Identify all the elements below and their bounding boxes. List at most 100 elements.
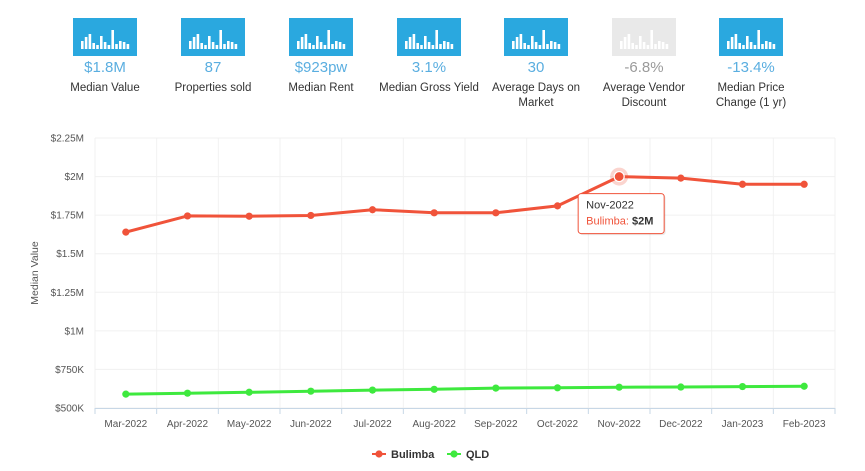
y-tick-label: $2M [65, 172, 84, 183]
legend: Bulimba QLD [372, 449, 489, 461]
data-point-bulimba[interactable] [492, 209, 500, 217]
y-tick-label: $1M [65, 326, 84, 337]
icon-bar [107, 45, 111, 49]
icon-bar [416, 43, 419, 49]
stat-median-rent[interactable]: $923pw Median Rent [266, 18, 376, 96]
icon-bar [623, 37, 627, 49]
icon-bar [523, 43, 526, 49]
icon-bar [424, 36, 427, 49]
vertical-gridlines [94, 138, 836, 408]
stat-value: $923pw [294, 59, 348, 76]
y-tick-label: $750K [55, 365, 84, 376]
y-tick-label: $1.5M [56, 249, 84, 260]
icon-bar [734, 34, 738, 49]
icon-bar [439, 44, 442, 49]
icon-bar [431, 45, 435, 49]
stat-median-gross-yield[interactable]: 3.1% Median Gross Yield [374, 18, 484, 96]
stat-median-value[interactable]: $1.8M Median Value [50, 18, 160, 96]
stat-label: Average Vendor Discount [602, 82, 686, 109]
data-point-qld[interactable] [800, 382, 808, 390]
icon-bar [665, 44, 669, 49]
icon-bar [408, 37, 412, 49]
stat-properties-sold[interactable]: 87 Properties sold [158, 18, 268, 96]
legend-marker [375, 450, 383, 458]
x-axis-tick-labels: Mar-2022 Apr-2022 May-2022 Jun-2022 Jul-2022… [104, 419, 826, 430]
horizontal-gridlines [95, 137, 835, 409]
data-point-bulimba[interactable] [245, 212, 253, 220]
icon-bar [450, 44, 454, 49]
stat-value: $1.8M [84, 59, 126, 76]
icon-background [73, 18, 137, 56]
series-line-bulimba [124, 175, 806, 234]
data-point-qld[interactable] [122, 390, 130, 398]
data-point-qld[interactable] [738, 382, 747, 391]
tooltip-series-line: Bulimba: $2M [586, 216, 653, 228]
icon-bar [654, 44, 657, 49]
icon-bar [646, 45, 650, 49]
bar-chart-icon [289, 18, 353, 56]
icon-bar [119, 41, 122, 49]
data-point-bulimba[interactable] [677, 174, 685, 182]
data-point-qld[interactable] [307, 387, 315, 395]
icon-bar [753, 45, 757, 49]
data-point-qld[interactable] [183, 389, 192, 397]
icon-bar [550, 41, 553, 49]
icon-bar [100, 36, 103, 49]
icon-bar [312, 45, 315, 49]
icon-bar [515, 37, 519, 49]
bar-chart-icon [612, 18, 676, 56]
icon-bar [335, 41, 338, 49]
data-point-qld[interactable] [553, 384, 562, 392]
data-point-bulimba[interactable] [553, 202, 562, 210]
data-point-qld[interactable] [677, 383, 685, 391]
icon-bar [772, 44, 776, 49]
tooltip: Nov-2022 Bulimba: $2M [577, 193, 666, 236]
stat-value: 3.1% [411, 59, 447, 76]
icon-bar [297, 41, 300, 49]
data-point-bulimba[interactable] [183, 212, 192, 220]
legend-label: QLD [466, 449, 489, 461]
icon-background [289, 18, 353, 56]
stat-average-days-on-market[interactable]: 30 Average Days on Market [481, 18, 591, 111]
x-tick-label: Nov-2022 [597, 419, 641, 430]
x-tick-label: Jan-2023 [722, 419, 764, 430]
stat-median-price-change[interactable]: -13.4% Median Price Change (1 yr) [696, 18, 806, 111]
icon-bar [84, 37, 88, 49]
icon-bar [208, 36, 211, 49]
data-point-bulimba[interactable] [738, 180, 747, 188]
icon-bar [219, 30, 222, 49]
y-tick-label: $2.25M [51, 134, 84, 145]
bar-chart-icon [181, 18, 245, 56]
data-point-qld[interactable] [245, 388, 253, 396]
data-point-bulimba[interactable] [430, 209, 438, 217]
data-point-qld[interactable] [430, 385, 438, 393]
y-tick-label: $500K [55, 404, 84, 415]
data-point-bulimba[interactable] [800, 180, 808, 188]
data-point-qld[interactable] [492, 384, 500, 392]
hover-point[interactable] [613, 170, 625, 183]
icon-bar [650, 30, 653, 49]
median-value-line-chart: $500K $750K $1M $1.25M $1.5M $1.75M $2M $2.25M M… [29, 134, 836, 461]
legend-marker [450, 450, 458, 458]
data-point-bulimba[interactable] [307, 211, 315, 220]
icon-bar [420, 45, 423, 49]
x-tick-label: Mar-2022 [104, 419, 147, 430]
icon-bars [727, 30, 776, 49]
legend-item-qld[interactable]: QLD [447, 449, 489, 461]
x-tick-label: Jul-2022 [353, 419, 392, 430]
stat-label: Median Gross Yield [379, 82, 479, 94]
data-point-bulimba[interactable] [368, 206, 377, 214]
data-point-qld[interactable] [615, 383, 623, 391]
icon-bar [620, 41, 623, 49]
icon-bar [223, 44, 226, 49]
icon-bar [189, 41, 192, 49]
icon-bar [316, 36, 319, 49]
icon-bar [319, 42, 323, 49]
data-point-bulimba[interactable] [122, 228, 130, 236]
icon-bar [308, 43, 311, 49]
data-point-qld[interactable] [368, 386, 377, 394]
stat-average-vendor-discount[interactable]: -6.8% Average Vendor Discount [589, 18, 699, 111]
icon-background [719, 18, 783, 56]
legend-item-bulimba[interactable]: Bulimba [372, 449, 435, 461]
x-tick-label: Feb-2023 [783, 419, 826, 430]
